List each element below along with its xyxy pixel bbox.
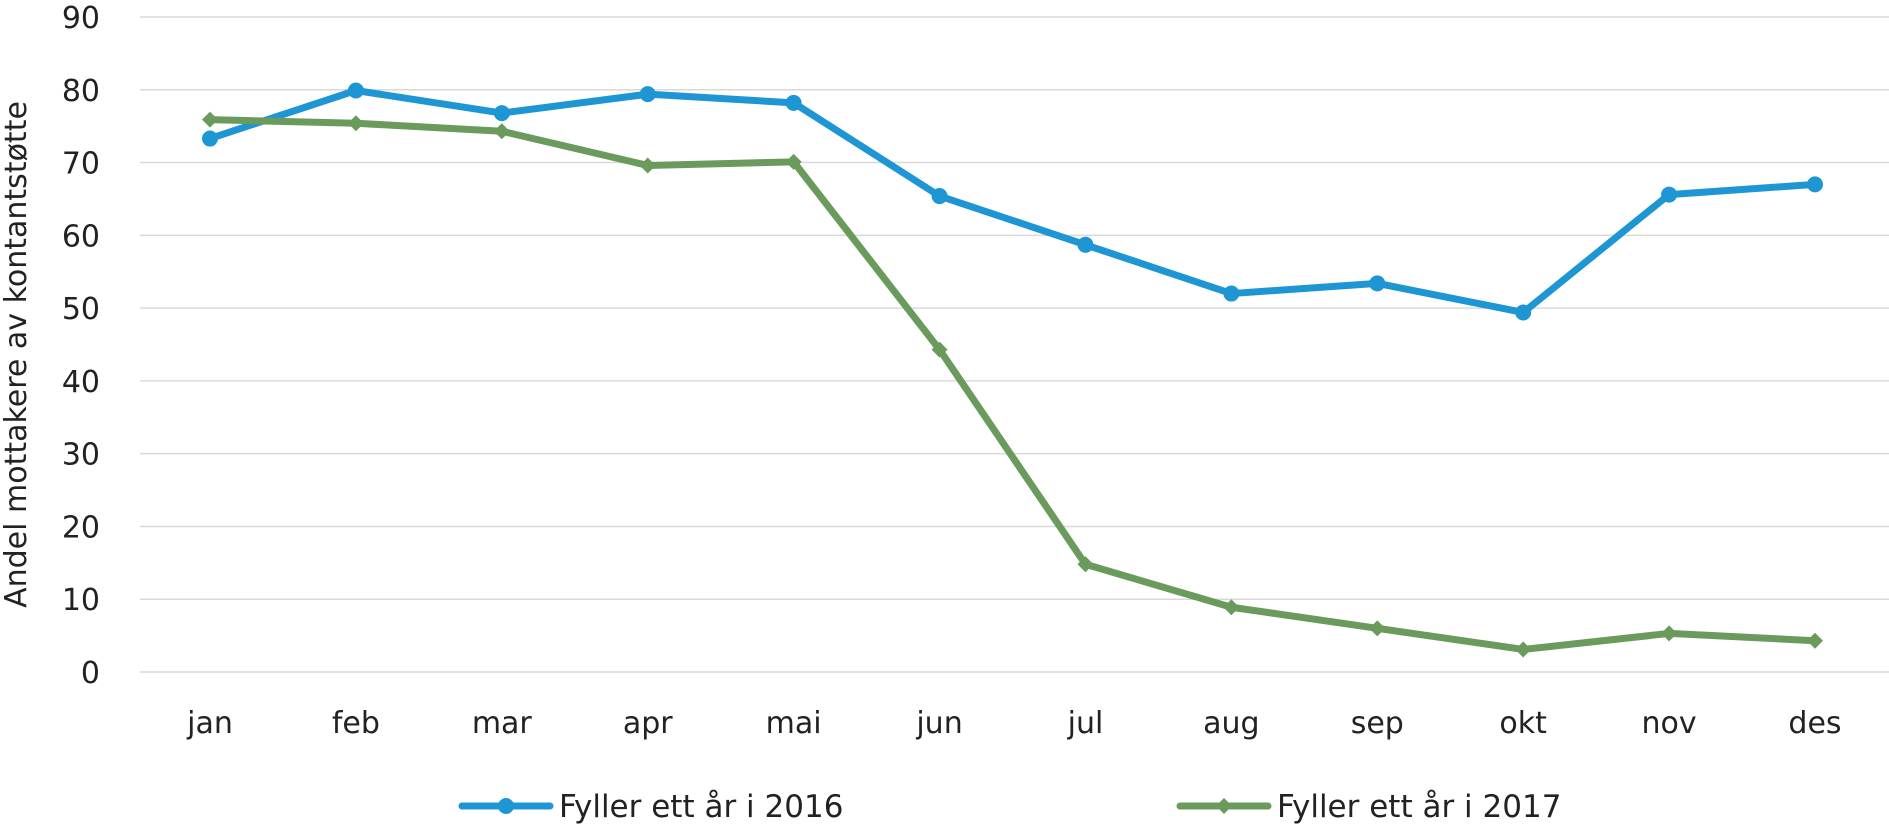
data-point	[1515, 641, 1532, 658]
data-point	[1077, 556, 1094, 573]
data-point	[785, 153, 802, 170]
x-tick-label: jun	[915, 706, 962, 741]
y-tick-label: 50	[62, 292, 100, 327]
data-point	[493, 123, 510, 140]
x-tick-label: apr	[623, 706, 673, 741]
legend-item: Fyller ett år i 2017	[1176, 789, 1561, 825]
y-tick-label: 10	[62, 583, 100, 618]
y-axis-label: Andel mottakere av kontantstøtte	[0, 101, 34, 608]
data-point	[639, 86, 656, 103]
series-2	[202, 111, 1823, 658]
legend-item: Fyller ett år i 2016	[458, 789, 843, 825]
data-point	[785, 94, 802, 111]
x-tick-label: jan	[186, 706, 233, 741]
series-layer	[202, 82, 1823, 658]
data-point	[1807, 176, 1823, 193]
y-tick-label: 70	[62, 147, 100, 182]
legend-label: Fyller ett år i 2016	[559, 789, 843, 825]
gridlines	[140, 16, 1889, 673]
data-point	[931, 188, 948, 205]
data-point	[1216, 798, 1232, 814]
y-tick-label: 90	[62, 1, 100, 36]
x-tick-label: mar	[472, 706, 533, 741]
y-tick-label: 80	[62, 74, 100, 109]
data-point	[1223, 599, 1240, 616]
data-point	[931, 341, 948, 358]
y-tick-label: 60	[62, 219, 100, 254]
y-axis-tick-labels: 0 10 20 30 40 50 60 70 80 90	[62, 1, 100, 691]
data-point	[639, 157, 656, 174]
x-tick-label: sep	[1351, 706, 1404, 741]
legend-label: Fyller ett år i 2017	[1277, 789, 1561, 825]
data-point	[493, 105, 510, 122]
data-point	[1077, 236, 1094, 253]
data-point	[498, 798, 514, 814]
x-tick-label: mai	[766, 706, 822, 741]
legend: Fyller ett år i 2016 Fyller ett år i 2017	[458, 789, 1561, 825]
data-point	[347, 115, 364, 132]
x-tick-label: nov	[1642, 706, 1697, 741]
x-tick-label: des	[1788, 706, 1841, 741]
x-tick-label: jul	[1067, 706, 1104, 741]
series-line	[206, 116, 1819, 653]
data-point	[1369, 620, 1386, 637]
data-point	[1223, 285, 1240, 302]
x-axis-tick-labels: jan feb mar apr mai jun jul aug sep okt nov des	[186, 706, 1841, 741]
series-1	[202, 82, 1823, 321]
data-point	[1515, 304, 1532, 321]
data-point	[202, 130, 218, 147]
x-tick-label: aug	[1203, 706, 1259, 741]
x-tick-label: feb	[332, 706, 380, 741]
y-tick-label: 0	[81, 656, 100, 691]
y-tick-label: 30	[62, 438, 100, 473]
data-point	[1369, 275, 1386, 292]
data-point	[1661, 186, 1678, 203]
data-point	[1807, 632, 1823, 649]
data-point	[202, 111, 218, 128]
y-tick-label: 20	[62, 510, 100, 545]
series-line	[206, 87, 1819, 316]
x-tick-label: okt	[1499, 706, 1547, 741]
data-point	[1661, 625, 1678, 642]
data-point	[347, 82, 364, 99]
y-tick-label: 40	[62, 365, 100, 400]
